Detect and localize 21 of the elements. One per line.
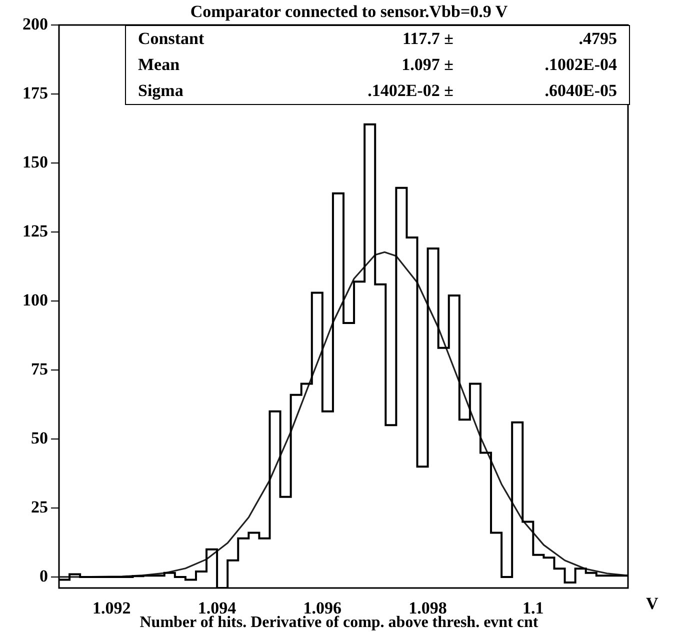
y-tick-label: 75 xyxy=(31,359,48,378)
y-tick-label: 125 xyxy=(22,221,48,240)
annotation: 117.7 ± xyxy=(402,28,454,50)
y-tick-label: 150 xyxy=(22,152,48,172)
chart-title: Comparator connected to sensor.Vbb=0.9 V xyxy=(190,2,508,21)
y-tick-label: 175 xyxy=(22,83,48,102)
y-tick-label: 0 xyxy=(40,566,48,586)
y-tick-label: 25 xyxy=(31,497,48,516)
y-tick-label: 100 xyxy=(22,290,48,310)
annotation: .4795 xyxy=(578,28,618,50)
y-tick-label: 200 xyxy=(22,14,48,34)
annotation: Sigma xyxy=(137,80,184,102)
x-tick-label: 1.092 xyxy=(92,598,131,618)
annotation: Mean xyxy=(137,54,181,76)
y-tick-label: 50 xyxy=(31,428,48,448)
text: V xyxy=(646,594,658,614)
annotation: Constant xyxy=(137,28,206,50)
annotation: .1002E-04 xyxy=(544,54,618,76)
annotation: .6040E-05 xyxy=(544,80,618,102)
annotation: 1.097 ± xyxy=(400,54,454,76)
annotation: .1402E-02 ± xyxy=(366,80,454,102)
